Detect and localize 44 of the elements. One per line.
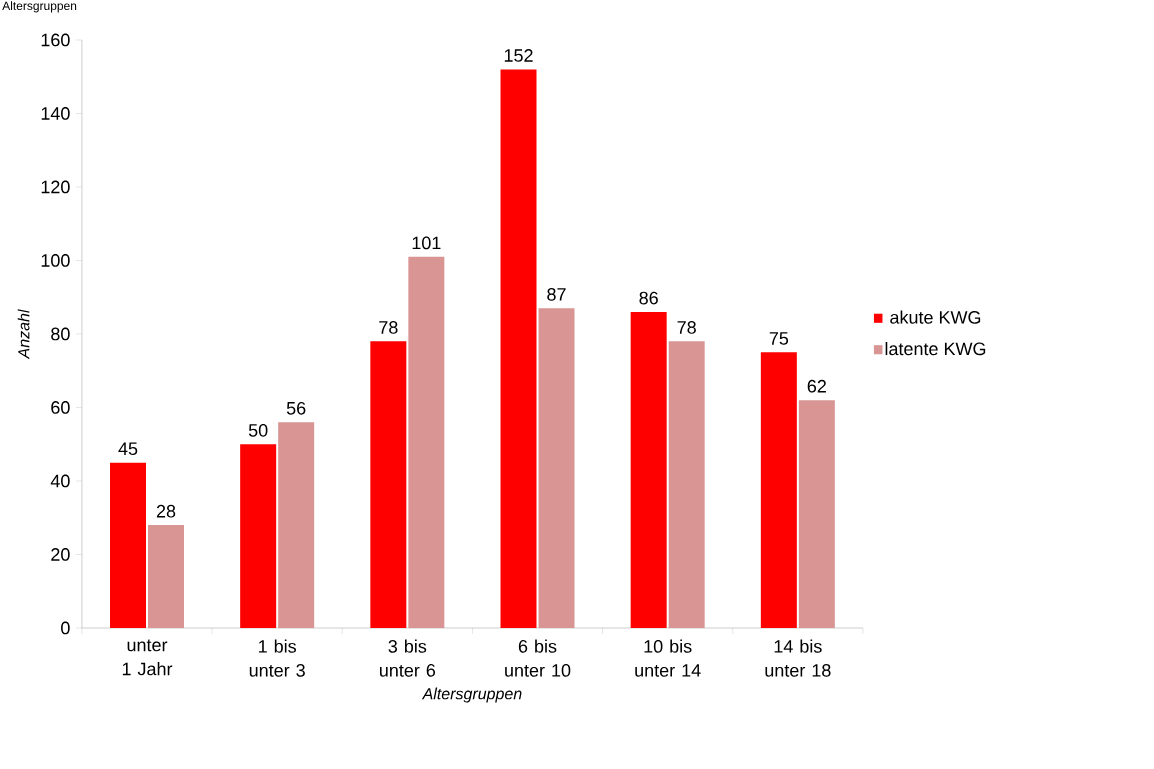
x-tick-label: 14 bis unter 18 — [765, 639, 831, 677]
y-tick-label: 80 — [51, 327, 70, 341]
bar — [408, 256, 445, 628]
x-tick-label: 6 bis unter 10 — [505, 639, 571, 677]
data-label: 78 — [677, 321, 696, 334]
y-tick-label: 60 — [51, 401, 70, 414]
x-tick-label: unter 1 Jahr — [122, 639, 173, 676]
x-tick-label: 3 bis unter 6 — [379, 639, 436, 677]
data-label: 101 — [412, 236, 441, 250]
bar — [798, 400, 835, 628]
data-label: 78 — [379, 321, 398, 334]
y-axis-title: Anzahl — [17, 309, 30, 360]
bar — [630, 311, 667, 628]
data-label: 56 — [286, 401, 306, 415]
x-tick-label: 10 bis unter 14 — [635, 639, 701, 677]
data-label: 45 — [118, 442, 138, 456]
y-tick-label: 40 — [50, 474, 70, 488]
data-label: 75 — [769, 332, 789, 345]
bar — [148, 525, 184, 628]
bar — [110, 462, 146, 628]
x-tick-label: 1 bis unter 3 — [249, 639, 305, 677]
legend-label: latente KWG — [885, 341, 986, 356]
x-axis-title: Altersgruppen — [421, 687, 522, 703]
y-tick-label: 160 — [41, 33, 70, 47]
bar — [500, 69, 537, 628]
y-tick-label: 20 — [51, 548, 70, 561]
bar — [370, 341, 407, 628]
data-label: 86 — [639, 291, 658, 305]
data-label: 87 — [547, 287, 566, 301]
legend-label: akute KWG — [890, 310, 981, 324]
chart-title: Altersgruppen — [2, 1, 77, 13]
y-tick-label: 100 — [41, 254, 70, 267]
bar — [668, 341, 705, 628]
y-tick-label: 0 — [61, 621, 70, 635]
data-label: 62 — [807, 379, 826, 393]
bar — [278, 422, 315, 628]
data-label: 28 — [156, 504, 176, 518]
y-tick-label: 140 — [41, 107, 70, 120]
data-label: 152 — [504, 49, 533, 62]
y-tick-label: 120 — [41, 180, 70, 194]
bar — [538, 308, 575, 628]
data-label: 50 — [248, 423, 268, 437]
bar — [760, 352, 797, 628]
bar — [240, 444, 277, 628]
